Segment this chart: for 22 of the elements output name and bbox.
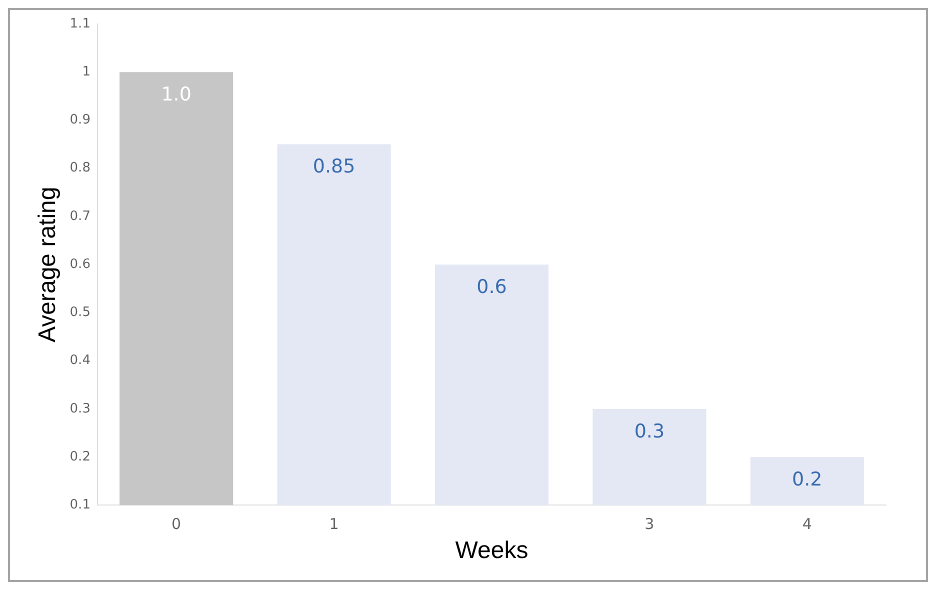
y-tick-label: 1.1 — [70, 16, 90, 32]
data-label: 0.2 — [792, 468, 822, 491]
y-tick-label: 0.4 — [70, 353, 90, 368]
y-tick-label: 0.7 — [70, 208, 90, 224]
data-label: 1.0 — [161, 84, 192, 106]
x-tick-label: 3 — [644, 515, 654, 534]
y-tick-label: 0.5 — [70, 305, 90, 320]
y-tick-label: 0.6 — [70, 256, 90, 272]
y-axis-title: Average rating — [34, 186, 62, 342]
y-tick-label: 0.9 — [70, 112, 90, 128]
y-tick-label: 0.2 — [70, 449, 90, 464]
y-tick-label: 1 — [82, 64, 90, 80]
y-tick-label: 0.3 — [70, 401, 90, 416]
y-tick-label: 0.1 — [70, 498, 90, 513]
data-label: 0.85 — [312, 156, 356, 178]
data-label: 0.3 — [634, 420, 665, 442]
x-tick-label: 1 — [329, 515, 339, 534]
x-axis-title: Weeks — [455, 537, 528, 564]
x-tick-label: 4 — [802, 515, 812, 534]
data-label: 0.6 — [476, 276, 507, 298]
y-tick-label: 0.8 — [70, 160, 90, 176]
x-tick-label: 0 — [172, 515, 182, 534]
